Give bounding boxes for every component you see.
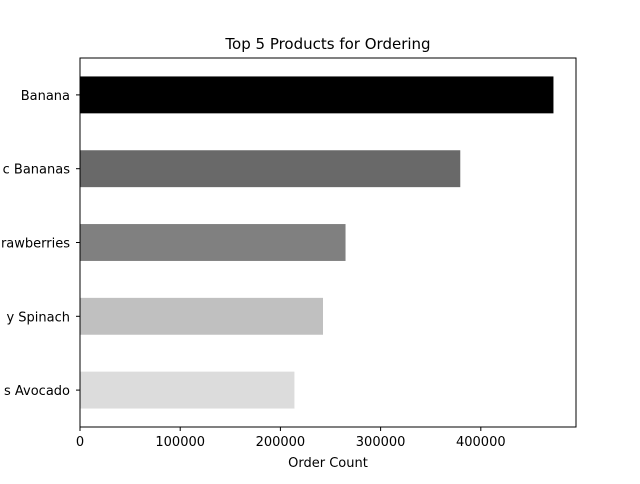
chart-title: Top 5 Products for Ordering <box>224 35 430 53</box>
x-tick-label: 400000 <box>456 435 506 450</box>
bar-4 <box>80 297 323 335</box>
x-axis-label: Order Count <box>288 456 368 471</box>
bar-1 <box>80 76 554 114</box>
x-tick-label: 300000 <box>356 435 406 450</box>
y-tick-label: y Spinach <box>6 310 70 325</box>
y-tick-label: rawberries <box>1 237 70 252</box>
y-tick-label: Banana <box>21 89 70 104</box>
bar-3 <box>80 224 346 261</box>
x-tick-label: 200000 <box>256 435 306 450</box>
bars-layer <box>80 76 554 409</box>
y-axis-ticks: Banana c Bananas rawberries y Spinach s Avoc… <box>1 89 80 399</box>
x-axis-ticks: 0 100000 200000 300000 400000 <box>76 427 506 450</box>
bar-5 <box>80 371 295 409</box>
y-tick-label: s Avocado <box>4 384 70 399</box>
y-tick-label: c Bananas <box>3 163 71 178</box>
x-tick-label: 100000 <box>155 435 205 450</box>
x-tick-label: 0 <box>76 435 84 450</box>
bar-2 <box>80 150 461 188</box>
